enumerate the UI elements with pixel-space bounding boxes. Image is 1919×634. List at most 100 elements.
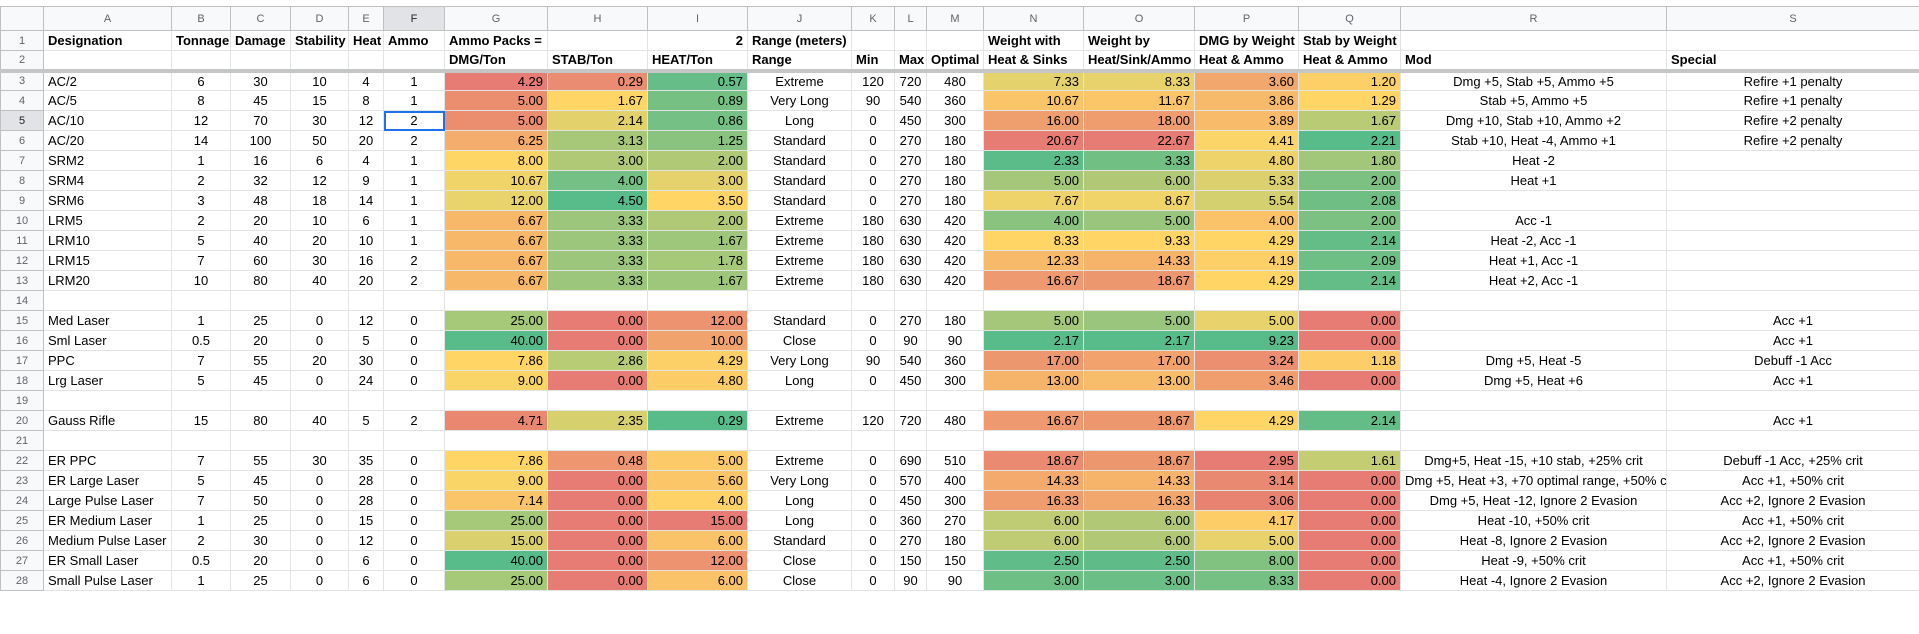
- row-number[interactable]: 12: [0, 250, 44, 271]
- cell[interactable]: AC/10: [43, 110, 172, 131]
- cell[interactable]: Heat +2, Acc -1: [1400, 270, 1667, 291]
- cell[interactable]: 180: [926, 150, 984, 171]
- cell[interactable]: 5.00: [1083, 310, 1195, 331]
- cell[interactable]: 20: [230, 550, 291, 571]
- cell[interactable]: 0: [851, 130, 895, 151]
- cell[interactable]: [348, 390, 384, 411]
- cell[interactable]: 2: [383, 410, 445, 431]
- cell[interactable]: [383, 390, 445, 411]
- cell[interactable]: 55: [230, 350, 291, 371]
- cell[interactable]: 420: [926, 230, 984, 251]
- cell[interactable]: 8: [171, 90, 231, 111]
- cell[interactable]: [647, 390, 748, 411]
- cell[interactable]: 0: [383, 510, 445, 531]
- cell[interactable]: Standard: [747, 130, 852, 151]
- cell[interactable]: [747, 430, 852, 451]
- cell[interactable]: [894, 430, 927, 451]
- cell[interactable]: 0.00: [547, 330, 648, 351]
- cell[interactable]: Dmg +5, Heat +3, +70 optimal range, +50%…: [1400, 470, 1667, 491]
- cell[interactable]: 0.00: [1298, 310, 1401, 331]
- cell[interactable]: 8.33: [1194, 570, 1299, 591]
- cell[interactable]: 3.00: [647, 170, 748, 191]
- cell[interactable]: 18.67: [1083, 450, 1195, 471]
- cell[interactable]: 40.00: [444, 550, 548, 571]
- row-number[interactable]: 6: [0, 130, 44, 151]
- cell[interactable]: HEAT/Ton: [647, 50, 748, 73]
- cell[interactable]: 15: [290, 90, 349, 111]
- cell[interactable]: 4.80: [1194, 150, 1299, 171]
- cell[interactable]: 0: [851, 570, 895, 591]
- cell[interactable]: 14.33: [1083, 250, 1195, 271]
- cell[interactable]: 90: [894, 570, 927, 591]
- cell[interactable]: Long: [747, 490, 852, 511]
- cell[interactable]: 2: [383, 270, 445, 291]
- cell[interactable]: 1: [383, 170, 445, 191]
- row-number[interactable]: 1: [0, 30, 44, 51]
- cell[interactable]: 5.00: [983, 170, 1084, 191]
- cell[interactable]: Close: [747, 330, 852, 351]
- cell[interactable]: 0.00: [1298, 530, 1401, 551]
- cell[interactable]: Acc -1: [1400, 210, 1667, 231]
- cell[interactable]: 3.33: [547, 250, 648, 271]
- cell[interactable]: Standard: [747, 150, 852, 171]
- column-header[interactable]: S: [1666, 6, 1919, 31]
- cell[interactable]: 4.29: [1194, 410, 1299, 431]
- cell[interactable]: 0: [383, 570, 445, 591]
- cell[interactable]: [983, 430, 1084, 451]
- cell[interactable]: 0: [851, 550, 895, 571]
- cell[interactable]: [983, 290, 1084, 311]
- cell[interactable]: 6.00: [1083, 510, 1195, 531]
- cell[interactable]: 90: [894, 330, 927, 351]
- cell[interactable]: 12: [171, 110, 231, 131]
- row-number[interactable]: 19: [0, 390, 44, 411]
- cell[interactable]: [851, 390, 895, 411]
- cell[interactable]: 40: [290, 410, 349, 431]
- cell[interactable]: 14.33: [1083, 470, 1195, 491]
- cell[interactable]: Ammo Packs =: [444, 30, 548, 51]
- cell[interactable]: 15: [171, 410, 231, 431]
- cell[interactable]: 3.46: [1194, 370, 1299, 391]
- cell[interactable]: Heat: [348, 30, 384, 51]
- cell[interactable]: [348, 430, 384, 451]
- cell[interactable]: AC/2: [43, 70, 172, 91]
- cell[interactable]: Medium Pulse Laser: [43, 530, 172, 551]
- cell[interactable]: [1666, 210, 1919, 231]
- cell[interactable]: 6.67: [444, 250, 548, 271]
- cell[interactable]: [1400, 410, 1667, 431]
- cell[interactable]: 630: [894, 230, 927, 251]
- cell[interactable]: 4: [348, 150, 384, 171]
- cell[interactable]: [983, 390, 1084, 411]
- cell[interactable]: 12.33: [983, 250, 1084, 271]
- cell[interactable]: 5: [348, 410, 384, 431]
- cell[interactable]: 20.67: [983, 130, 1084, 151]
- cell[interactable]: Heat -2, Acc -1: [1400, 230, 1667, 251]
- cell[interactable]: 270: [894, 530, 927, 551]
- cell[interactable]: 5.00: [1194, 310, 1299, 331]
- cell[interactable]: 3.33: [547, 270, 648, 291]
- cell[interactable]: 20: [290, 230, 349, 251]
- cell[interactable]: Acc +2, Ignore 2 Evasion: [1666, 490, 1919, 511]
- cell[interactable]: 1.67: [547, 90, 648, 111]
- cell[interactable]: Standard: [747, 170, 852, 191]
- cell[interactable]: [1400, 310, 1667, 331]
- cell[interactable]: 4.29: [444, 70, 548, 91]
- cell[interactable]: 8.33: [983, 230, 1084, 251]
- cell[interactable]: 25: [230, 310, 291, 331]
- cell[interactable]: 20: [230, 210, 291, 231]
- cell[interactable]: 0.00: [547, 370, 648, 391]
- cell[interactable]: 2.50: [1083, 550, 1195, 571]
- cell[interactable]: 0: [851, 530, 895, 551]
- cell[interactable]: 90: [926, 570, 984, 591]
- cell[interactable]: [171, 50, 231, 73]
- cell[interactable]: 9.33: [1083, 230, 1195, 251]
- cell[interactable]: 14: [171, 130, 231, 151]
- cell[interactable]: 0.00: [547, 310, 648, 331]
- cell[interactable]: 5.00: [444, 90, 548, 111]
- cell[interactable]: 28: [348, 470, 384, 491]
- cell[interactable]: [43, 290, 172, 311]
- cell[interactable]: 0.29: [547, 70, 648, 91]
- cell[interactable]: Debuff -1 Acc: [1666, 350, 1919, 371]
- cell[interactable]: 1.67: [647, 270, 748, 291]
- cell[interactable]: [1400, 30, 1667, 51]
- row-number[interactable]: 4: [0, 90, 44, 111]
